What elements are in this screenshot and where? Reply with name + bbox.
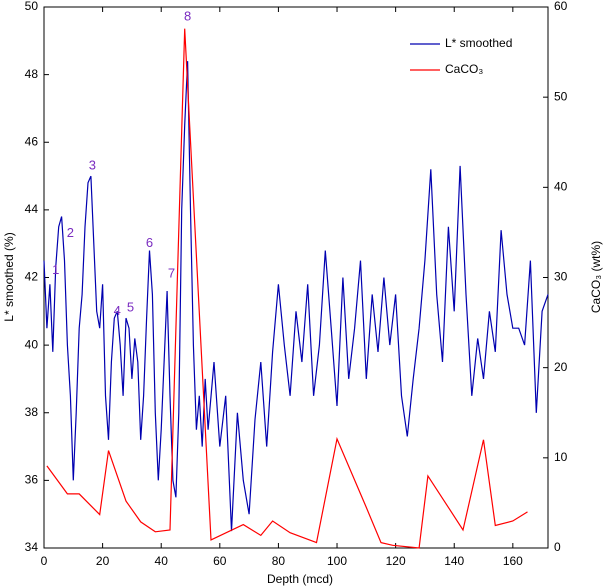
y-tick-label: 36 [25,473,39,487]
y-tick-label: 44 [25,202,39,216]
y-tick-label: 50 [25,0,39,13]
y2-tick-label: 40 [554,180,568,194]
x-tick-label: 60 [213,554,227,568]
y2-tick-label: 30 [554,270,568,284]
legend-label: CaCO₃ [445,62,483,76]
y2-tick-label: 60 [554,0,568,13]
y2-tick-label: 10 [554,450,568,464]
y-tick-label: 40 [25,337,39,351]
y2-tick-label: 50 [554,89,568,103]
x-tick-label: 160 [503,554,523,568]
annotation: 4 [114,303,121,318]
y2-axis-title: CaCO₃ (wt%) [589,241,603,313]
annotation: 1 [52,262,59,277]
y-axis-title: L* smoothed (%) [2,232,16,321]
x-tick-label: 140 [444,554,464,568]
annotation: 3 [89,157,96,172]
y-tick-label: 48 [25,67,39,81]
y2-tick-label: 20 [554,360,568,374]
series-line [46,28,528,549]
annotation: 2 [67,225,74,240]
plot-frame [43,6,549,549]
annotation: 6 [146,235,153,250]
y-tick-label: 38 [25,405,39,419]
annotation: 8 [184,9,191,24]
x-tick-label: 40 [155,554,169,568]
y2-tick-label: 0 [554,540,561,554]
x-axis-title: Depth (mcd) [267,572,333,586]
annotation: 7 [168,266,175,281]
annotation: 5 [127,299,134,314]
y-tick-label: 46 [25,134,39,148]
y-tick-label: 34 [25,540,39,554]
x-tick-label: 0 [41,554,48,568]
series-line [43,61,549,532]
x-tick-label: 100 [327,554,347,568]
legend-label: L* smoothed [445,36,512,50]
x-tick-label: 120 [386,554,406,568]
y-tick-label: 42 [25,270,39,284]
x-tick-label: 20 [96,554,110,568]
x-tick-label: 80 [272,554,286,568]
